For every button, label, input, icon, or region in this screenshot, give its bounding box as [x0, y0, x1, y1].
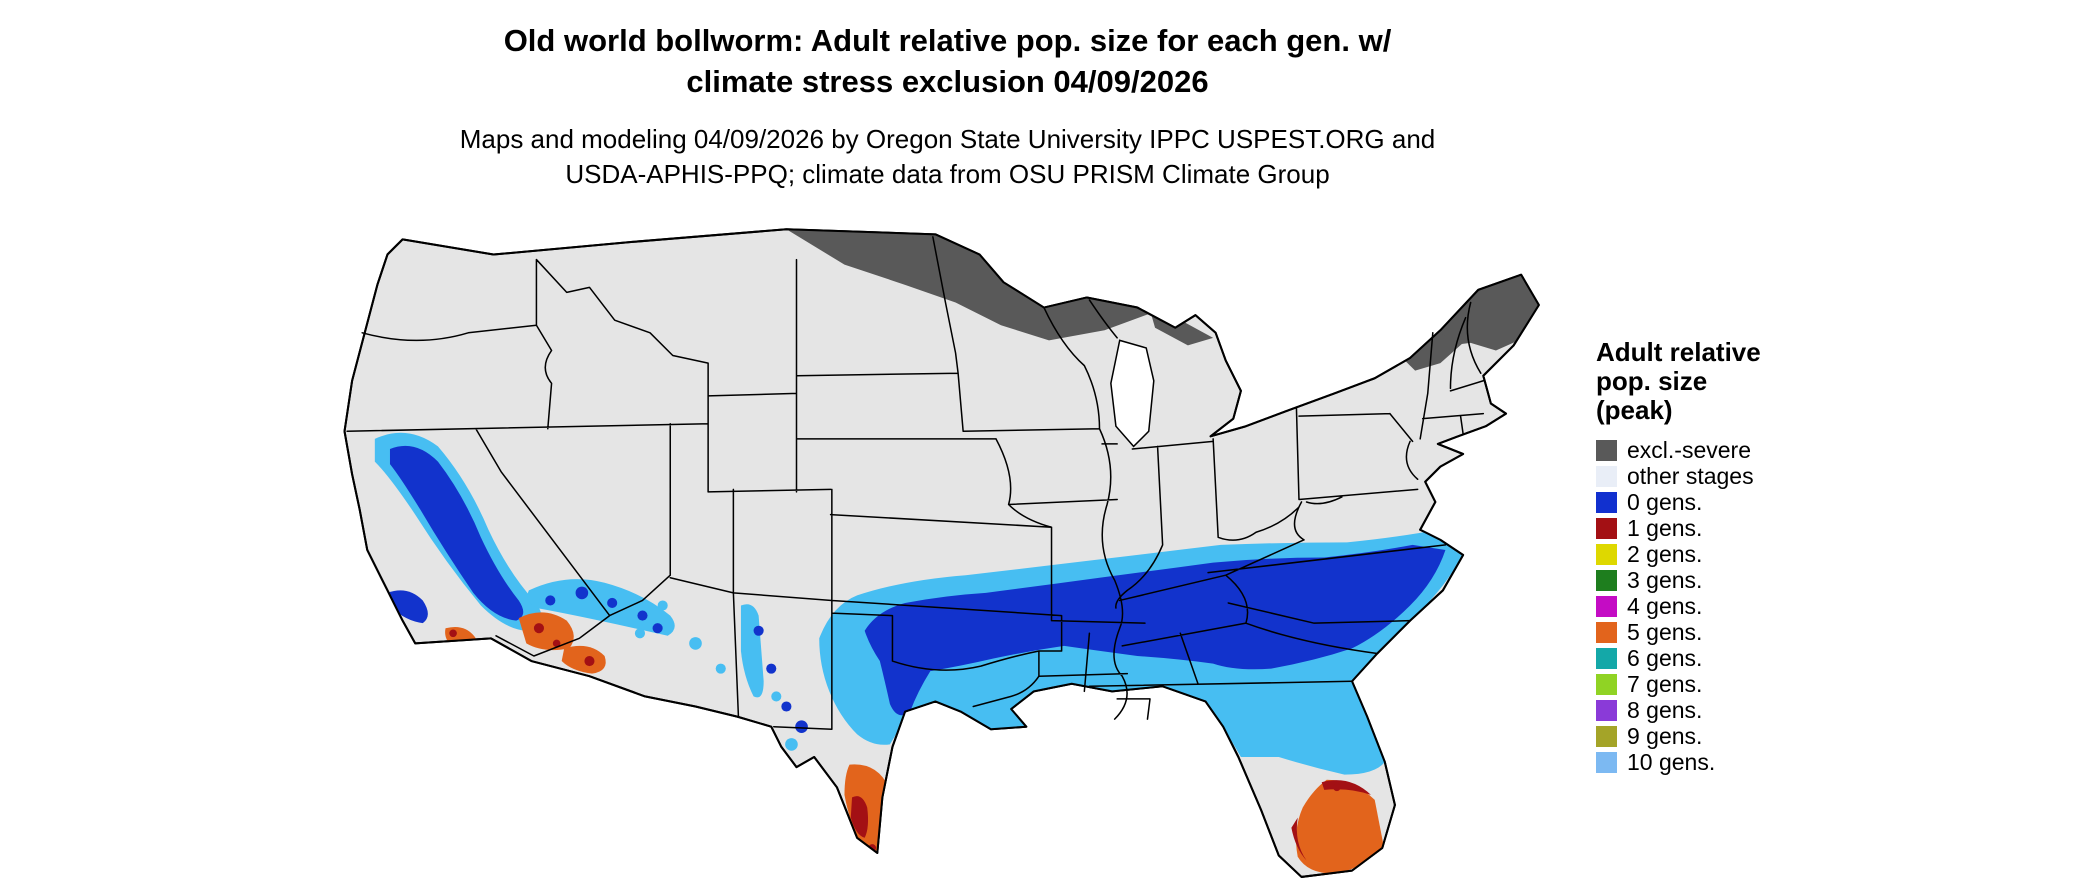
- legend-swatch: [1596, 595, 1617, 617]
- legend-swatch: [1596, 439, 1617, 461]
- legend-label: 9 gens.: [1627, 723, 1703, 749]
- legend-label: 8 gens.: [1627, 697, 1703, 723]
- header: Old world bollworm: Adult relative pop. …: [340, 20, 1555, 192]
- region-5-gens: [445, 612, 1384, 874]
- legend-label: 4 gens.: [1627, 593, 1703, 619]
- legend-item: 7 gens.: [1596, 671, 1836, 697]
- legend-label: 10 gens.: [1627, 749, 1716, 775]
- page-title-line2: climate stress exclusion 04/09/2026: [686, 64, 1209, 99]
- legend-title-line2: pop. size: [1596, 366, 1708, 396]
- legend-label: 6 gens.: [1627, 645, 1703, 671]
- legend-label: 7 gens.: [1627, 671, 1703, 697]
- legend: Adult relative pop. size (peak) excl.-se…: [1596, 338, 1836, 775]
- legend-label: excl.-severe: [1627, 437, 1751, 463]
- legend-swatch: [1596, 621, 1617, 643]
- legend-item: 9 gens.: [1596, 723, 1836, 749]
- conus-map-svg: [343, 228, 1540, 878]
- legend-item: 8 gens.: [1596, 697, 1836, 723]
- legend-items: excl.-severe other stages 0 gens. 1 gens…: [1596, 437, 1836, 775]
- legend-item: 5 gens.: [1596, 619, 1836, 645]
- legend-swatch: [1596, 725, 1617, 747]
- legend-label: 5 gens.: [1627, 619, 1703, 645]
- legend-title: Adult relative pop. size (peak): [1596, 338, 1836, 425]
- state-borders: [346, 236, 1485, 730]
- legend-swatch: [1596, 465, 1617, 487]
- legend-label: 2 gens.: [1627, 541, 1703, 567]
- legend-item: excl.-severe: [1596, 437, 1836, 463]
- subtitle-line2: USDA-APHIS-PPQ; climate data from OSU PR…: [565, 159, 1330, 189]
- legend-item: 3 gens.: [1596, 567, 1836, 593]
- legend-label: other stages: [1627, 463, 1754, 489]
- legend-swatch: [1596, 699, 1617, 721]
- legend-swatch: [1596, 647, 1617, 669]
- legend-item: 0 gens.: [1596, 489, 1836, 515]
- legend-label: 1 gens.: [1627, 515, 1703, 541]
- subtitle: Maps and modeling 04/09/2026 by Oregon S…: [340, 122, 1555, 192]
- legend-swatch: [1596, 569, 1617, 591]
- legend-label: 0 gens.: [1627, 489, 1703, 515]
- legend-title-line3: (peak): [1596, 395, 1673, 425]
- legend-swatch: [1596, 491, 1617, 513]
- legend-label: 3 gens.: [1627, 567, 1703, 593]
- legend-item: 10 gens.: [1596, 749, 1836, 775]
- legend-item: other stages: [1596, 463, 1836, 489]
- legend-item: 1 gens.: [1596, 515, 1836, 541]
- legend-item: 6 gens.: [1596, 645, 1836, 671]
- subtitle-line1: Maps and modeling 04/09/2026 by Oregon S…: [459, 124, 1436, 154]
- legend-swatch: [1596, 673, 1617, 695]
- legend-swatch: [1596, 517, 1617, 539]
- legend-title-line1: Adult relative: [1596, 337, 1761, 367]
- region-0-gens: [387, 445, 1446, 734]
- legend-item: 4 gens.: [1596, 593, 1836, 619]
- lake-michigan: [1110, 339, 1155, 448]
- legend-item: 2 gens.: [1596, 541, 1836, 567]
- conus-map: [342, 226, 1554, 884]
- page-title-line1: Old world bollworm: Adult relative pop. …: [503, 23, 1392, 58]
- us-outline-stroke: [343, 228, 1540, 878]
- legend-swatch: [1596, 751, 1617, 773]
- legend-swatch: [1596, 543, 1617, 565]
